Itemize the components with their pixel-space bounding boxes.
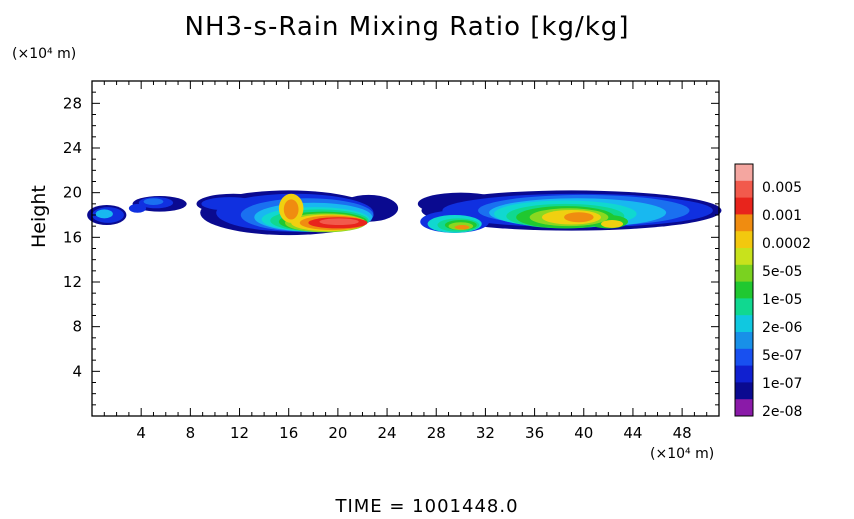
colorbar-label: 5e-07 (762, 348, 803, 364)
colorbar-swatch (735, 197, 753, 215)
colorbar-swatch (735, 281, 753, 299)
colorbar-label: 5e-05 (762, 264, 803, 280)
colorbar-swatch (735, 332, 753, 350)
x-tick-label: 16 (279, 424, 298, 442)
y-tick-label: 28 (63, 94, 82, 112)
x-tick-label: 20 (328, 424, 347, 442)
colorbar-label: 0.0002 (762, 236, 811, 252)
colorbar (734, 163, 754, 417)
colorbar-swatch (735, 348, 753, 367)
field-contour (128, 203, 147, 213)
field-contour (201, 197, 258, 211)
y-tick-label: 16 (63, 228, 82, 246)
x-tick-label: 28 (427, 424, 446, 442)
y-tick-label: 24 (63, 139, 82, 157)
colorbar-swatch (735, 231, 753, 249)
colorbar-swatch (735, 248, 753, 266)
y-tick-label: 20 (63, 184, 82, 202)
colorbar-label: 1e-05 (762, 292, 803, 308)
colorbar-swatch (735, 382, 753, 400)
field-contour (319, 218, 359, 226)
field-contour (283, 199, 299, 220)
y-tick-label: 12 (63, 273, 82, 291)
colorbar-swatch (735, 298, 753, 316)
x-tick-label: 12 (230, 424, 249, 442)
field-contour (454, 225, 470, 230)
colorbar-label: 1e-07 (762, 376, 803, 392)
x-tick-label: 40 (574, 424, 593, 442)
colorbar-label: 2e-08 (762, 404, 803, 420)
colorbar-swatch (735, 315, 753, 333)
field-contour (143, 198, 164, 205)
y-tick-label: 4 (72, 362, 82, 380)
colorbar-frame (734, 163, 754, 417)
y-axis-unit: (×10⁴ m) (12, 46, 77, 62)
colorbar-swatch (735, 264, 753, 283)
mixing-ratio-field (87, 190, 722, 236)
colorbar-label: 0.005 (762, 180, 803, 196)
x-tick-label: 44 (623, 424, 642, 442)
colorbar-swatch (735, 365, 753, 383)
time-footer: TIME = 1001448.0 (335, 496, 519, 517)
y-axis-label: Height (28, 185, 50, 248)
colorbar-swatch (735, 180, 753, 199)
x-tick-label: 24 (378, 424, 397, 442)
colorbar-swatch (735, 164, 753, 182)
x-tick-label: 4 (136, 424, 146, 442)
chart-title: NH3-s-Rain Mixing Ratio [kg/kg] (184, 12, 630, 42)
colorbar-swatch (735, 399, 753, 417)
colorbar-label: 2e-06 (762, 320, 803, 336)
colorbar-label: 0.001 (762, 208, 803, 224)
x-axis-unit: (×10⁴ m) (650, 446, 715, 462)
x-tick-label: 32 (476, 424, 495, 442)
x-tick-label: 8 (186, 424, 196, 442)
field-contour (564, 212, 594, 223)
x-tick-label: 36 (525, 424, 544, 442)
field-contour (95, 209, 113, 219)
x-tick-label: 48 (673, 424, 692, 442)
plot-area (92, 81, 719, 416)
colorbar-swatch (735, 214, 753, 232)
field-contour (600, 220, 624, 228)
y-tick-label: 8 (72, 318, 82, 336)
